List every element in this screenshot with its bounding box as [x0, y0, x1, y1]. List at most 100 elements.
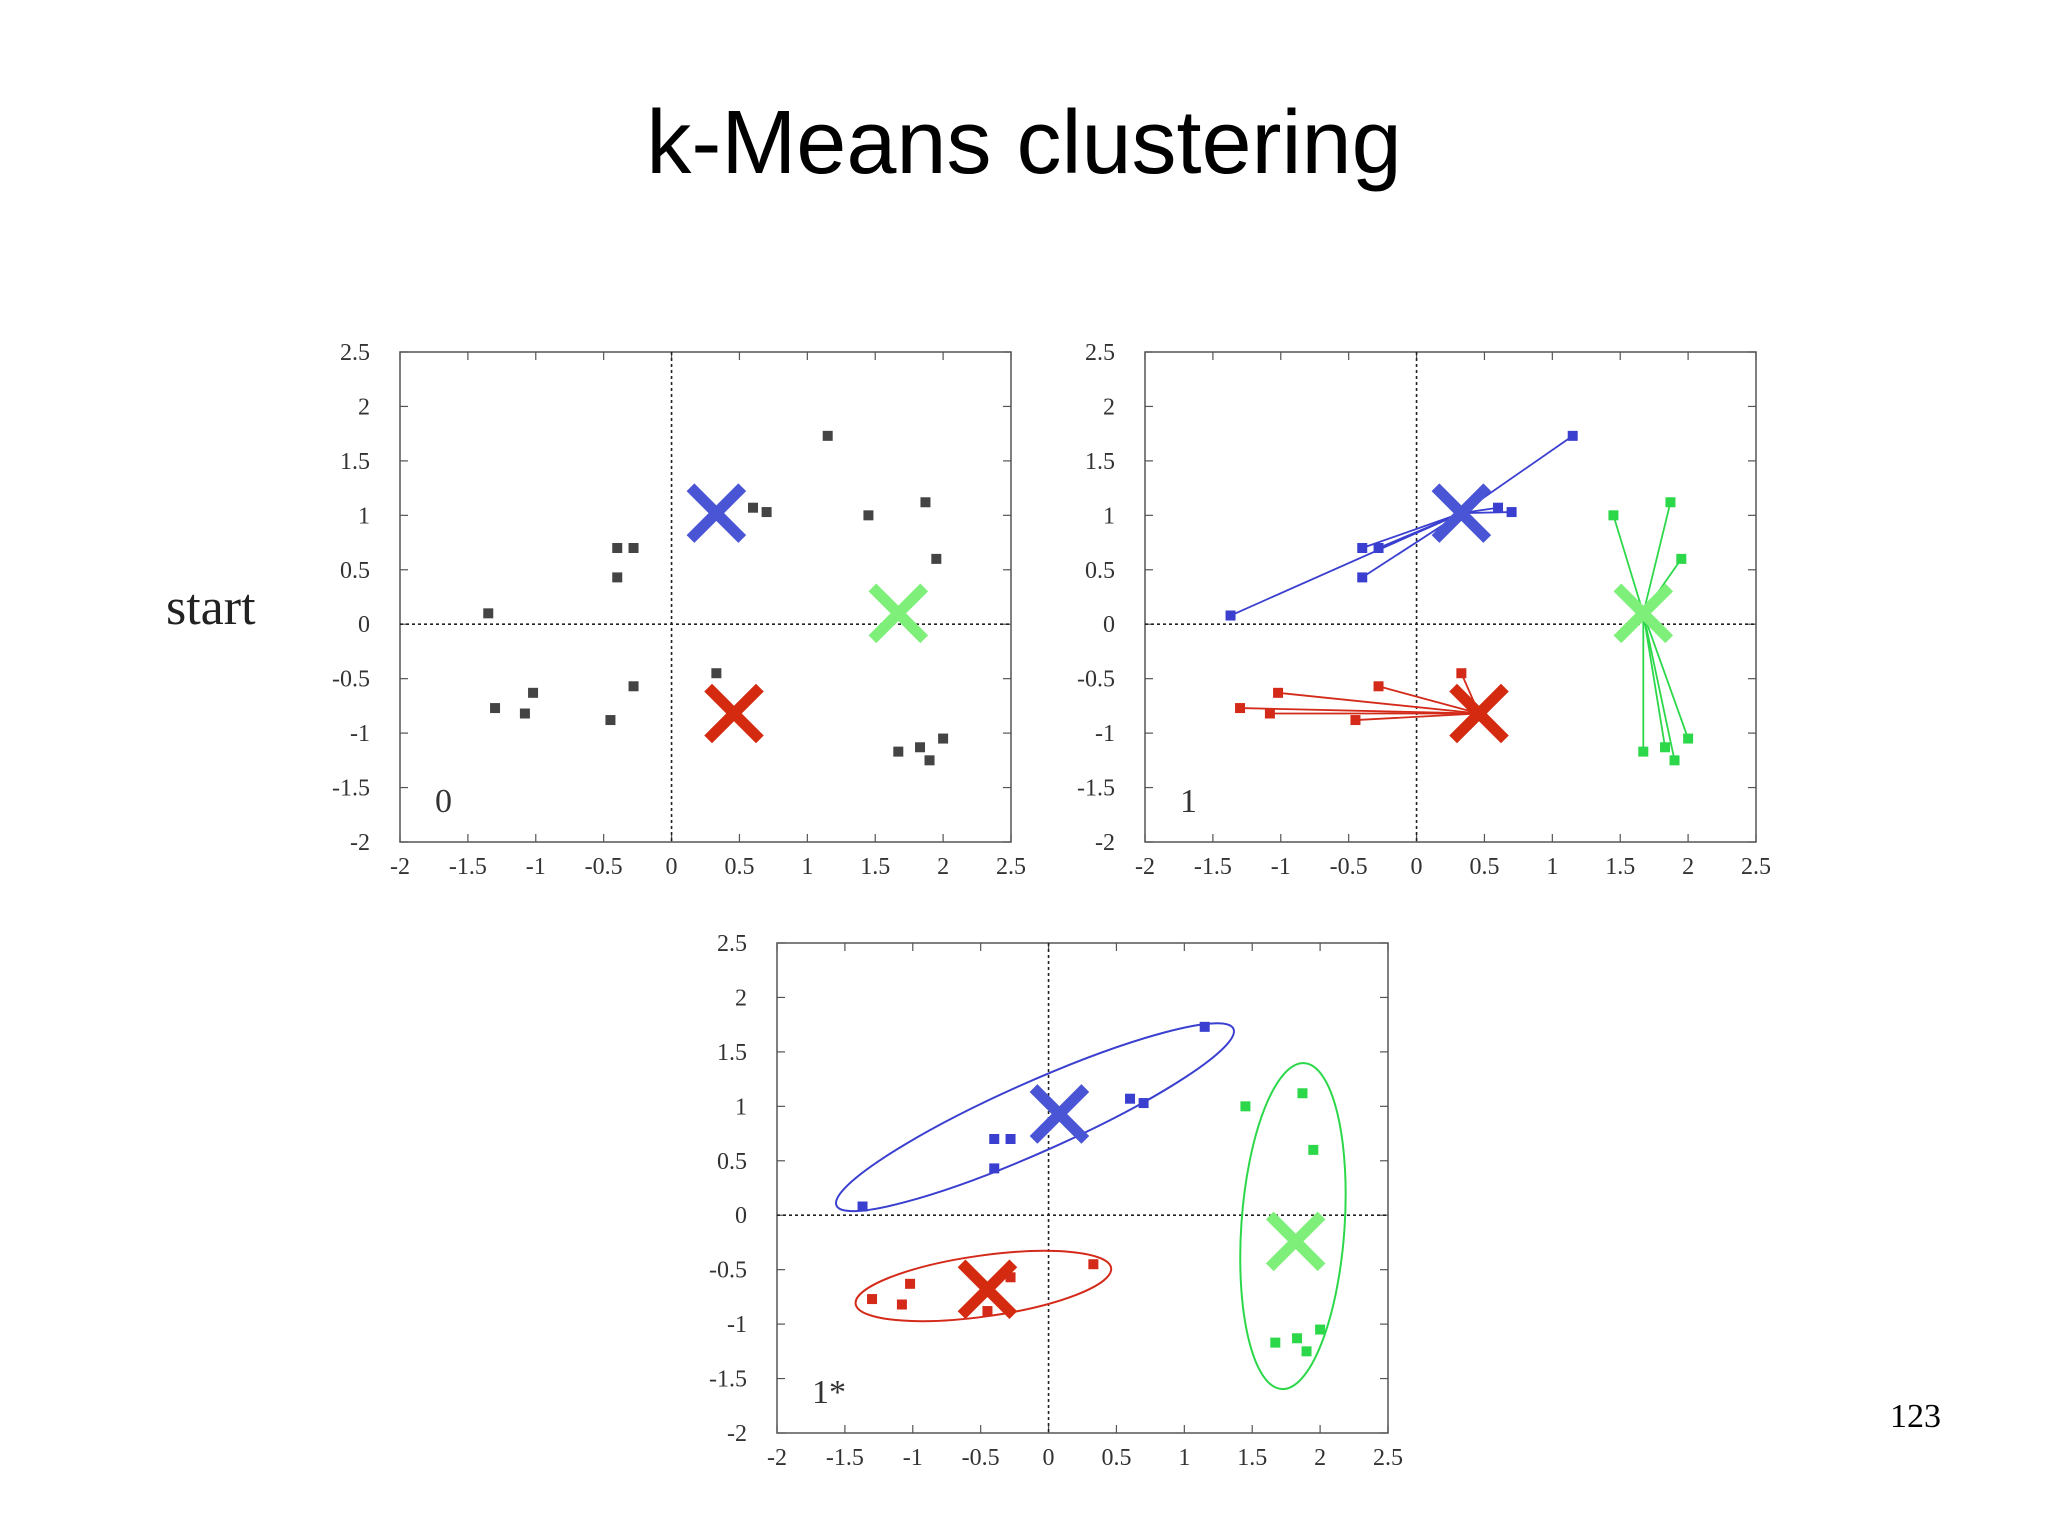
y-tick-label: -1.5: [709, 1367, 747, 1393]
plot-frame: [776, 942, 1389, 1434]
data-point: [905, 1278, 916, 1289]
y-tick-label: -2: [350, 830, 370, 856]
page-number: 123: [1890, 1398, 1941, 1435]
assignment-line: [1642, 613, 1676, 761]
data-point: [1660, 742, 1671, 753]
y-tick-label: -1.5: [332, 776, 370, 802]
y-tick-label: 0.5: [717, 1149, 747, 1175]
x-tick-label: -2: [390, 854, 410, 880]
y-tick-label: 0: [735, 1203, 747, 1229]
y-tick-label: 0.5: [340, 558, 370, 584]
data-point: [982, 1306, 993, 1317]
plot-frame: [399, 351, 1012, 843]
data-point: [1315, 1324, 1326, 1335]
centroid-marker: [1265, 1211, 1326, 1272]
data-point: [915, 742, 926, 753]
y-tick-label: 0: [1103, 612, 1115, 638]
y-tick-label: -1: [727, 1312, 747, 1338]
y-tick-label: -0.5: [709, 1258, 747, 1284]
data-point: [1270, 1337, 1281, 1348]
start-label: start: [166, 579, 256, 636]
panel-label: 1*: [812, 1374, 846, 1411]
assignment-line: [1642, 613, 1689, 739]
x-tick-label: -1: [526, 854, 546, 880]
y-tick-label: 1: [358, 503, 370, 529]
x-tick-label: 1.5: [1605, 854, 1635, 880]
x-tick-label: 1: [1178, 1445, 1190, 1471]
x-tick-label: 0.5: [1469, 854, 1499, 880]
y-tick-label: -2: [727, 1421, 747, 1447]
data-point: [1608, 510, 1619, 521]
data-point: [612, 572, 623, 583]
x-tick-label: -1: [1271, 854, 1291, 880]
data-point: [1506, 507, 1517, 518]
centroid-marker: [1449, 683, 1509, 744]
data-point: [931, 553, 942, 564]
data-point: [612, 543, 623, 553]
y-tick-label: 2.5: [1085, 340, 1115, 366]
data-point: [1308, 1144, 1319, 1155]
data-point: [1373, 681, 1384, 692]
assignment-line: [1277, 691, 1480, 715]
data-point: [628, 681, 639, 692]
data-point: [857, 1201, 868, 1212]
x-tick-label: -2: [1135, 854, 1155, 880]
x-tick-label: 1: [801, 854, 813, 880]
y-tick-label: -0.5: [332, 667, 370, 693]
y-tick-label: 1.5: [340, 449, 370, 475]
data-point: [711, 668, 722, 679]
data-point: [1005, 1134, 1016, 1144]
x-tick-label: -1.5: [826, 1445, 864, 1471]
centroid-marker: [1029, 1084, 1090, 1144]
data-point: [1301, 1346, 1312, 1357]
data-point: [1665, 497, 1676, 508]
assignment-line: [1378, 685, 1480, 715]
x-tick-label: 2.5: [1373, 1445, 1403, 1471]
y-tick-label: 1.5: [1085, 449, 1115, 475]
x-tick-label: 1.5: [860, 854, 890, 880]
data-point: [1138, 1098, 1149, 1109]
x-tick-label: 0: [1043, 1445, 1055, 1471]
data-point: [1373, 543, 1384, 553]
data-point: [896, 1299, 907, 1310]
x-tick-label: -0.5: [1330, 854, 1368, 880]
data-point: [893, 746, 904, 757]
y-tick-label: -0.5: [1077, 667, 1115, 693]
data-point: [628, 543, 639, 553]
data-point: [863, 510, 874, 521]
x-tick-label: 0.5: [724, 854, 754, 880]
assignment-line: [1612, 515, 1645, 614]
data-point: [1638, 746, 1649, 757]
y-tick-label: 0: [358, 612, 370, 638]
data-point: [1567, 430, 1578, 441]
x-tick-label: 2: [1682, 854, 1694, 880]
y-tick-label: 2.5: [717, 931, 747, 957]
data-point: [1240, 1101, 1251, 1112]
x-tick-label: 2: [1314, 1445, 1326, 1471]
centroid-marker: [868, 583, 929, 644]
panel-label: 1: [1180, 783, 1197, 820]
x-tick-label: -1: [903, 1445, 923, 1471]
cluster-outline-green: [1239, 1062, 1347, 1391]
data-point: [761, 507, 772, 518]
y-tick-label: 1: [735, 1094, 747, 1120]
y-tick-label: 2: [735, 985, 747, 1011]
data-point: [924, 755, 935, 766]
assignment-line: [1461, 511, 1512, 515]
data-point: [1683, 733, 1694, 744]
centroid-marker: [686, 483, 747, 543]
data-point: [1088, 1259, 1099, 1270]
slide-title: k-Means clustering: [646, 93, 1402, 193]
x-tick-label: 2.5: [1741, 854, 1771, 880]
cluster-outline-blue: [835, 1022, 1235, 1213]
y-tick-label: -1: [350, 721, 370, 747]
centroid-marker: [704, 683, 764, 744]
plot-frame: [1144, 351, 1757, 843]
data-point: [822, 430, 833, 441]
data-point: [1456, 668, 1467, 679]
assignment-line: [1642, 502, 1672, 614]
data-point: [1493, 502, 1504, 513]
